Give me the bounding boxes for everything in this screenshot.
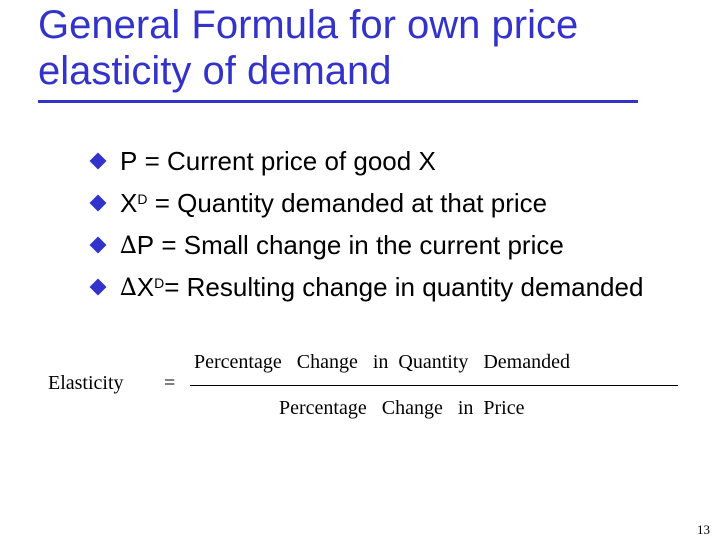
fraction-bar [190,385,678,386]
formula-lhs: Elasticity [48,372,124,394]
delta-symbol: ∆ [120,273,137,301]
diamond-bullet-icon [89,236,107,254]
slide-title: General Formula for own price elasticity… [38,3,579,93]
definition-text: = Quantity demanded at that price [147,187,548,218]
title-underline [38,100,638,103]
variable-name: P [120,145,138,176]
definition-text: = Small change in the current price [154,229,564,260]
variable-name: X [120,187,138,218]
bullet-item: P = Current price of good X [88,140,643,182]
formula-denominator: Percentage Change in Price [279,397,525,419]
diamond-bullet-icon [89,194,107,212]
formula-numerator: Percentage Change in Quantity Demanded [194,351,570,373]
bullet-item: ∆ P = Small change in the current price [88,224,643,266]
variable-name: X [136,271,155,302]
bullet-item: ∆ X D = Resulting change in quantity demand… [88,266,643,308]
formula-equals-sign: = [164,372,176,394]
page-number: 13 [697,522,710,537]
diamond-bullet-icon [89,278,107,296]
definition-text: = Resulting change in quantity demanded [164,271,644,302]
diamond-bullet-icon [89,152,107,170]
elasticity-formula: Elasticity = Percentage Change in Quanti… [0,345,728,435]
variable-name: P [136,229,155,260]
delta-symbol: ∆ [120,231,137,259]
definition-text: = Current price of good X [137,145,436,176]
